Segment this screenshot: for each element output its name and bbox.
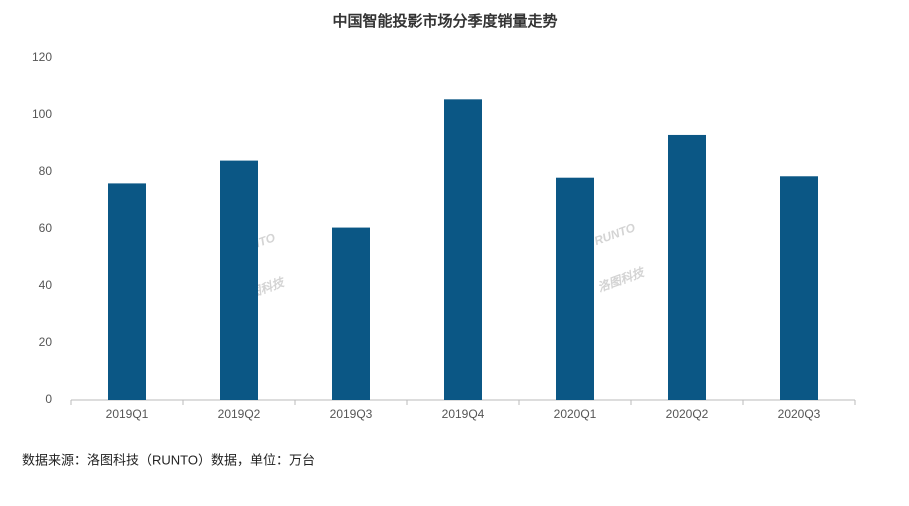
y-tick-label: 120	[32, 50, 52, 64]
y-tick-label: 60	[39, 221, 53, 235]
x-tick-label: 2019Q2	[218, 407, 261, 421]
bar	[444, 99, 482, 400]
x-tick-label: 2019Q3	[330, 407, 373, 421]
bar	[108, 183, 146, 400]
bar	[668, 134, 706, 400]
bar	[556, 177, 594, 400]
x-tick-label: 2020Q3	[778, 407, 821, 421]
y-tick-label: 80	[39, 164, 53, 178]
watermark: 洛图科技	[596, 264, 648, 294]
bar	[332, 227, 370, 400]
bar	[220, 160, 258, 400]
x-tick-label: 2019Q1	[106, 407, 149, 421]
x-tick-label: 2020Q2	[666, 407, 709, 421]
watermark: RUNTO	[592, 220, 637, 248]
y-tick-label: 0	[45, 392, 52, 406]
bar	[780, 176, 818, 400]
y-tick-label: 100	[32, 107, 52, 121]
source-note: 数据来源：洛图科技（RUNTO）数据，单位：万台	[22, 452, 315, 467]
chart-title: 中国智能投影市场分季度销量走势	[332, 12, 557, 30]
x-tick-label: 2019Q4	[442, 407, 485, 421]
y-tick-label: 20	[39, 335, 53, 349]
y-tick-label: 40	[39, 278, 53, 292]
x-tick-label: 2020Q1	[554, 407, 597, 421]
